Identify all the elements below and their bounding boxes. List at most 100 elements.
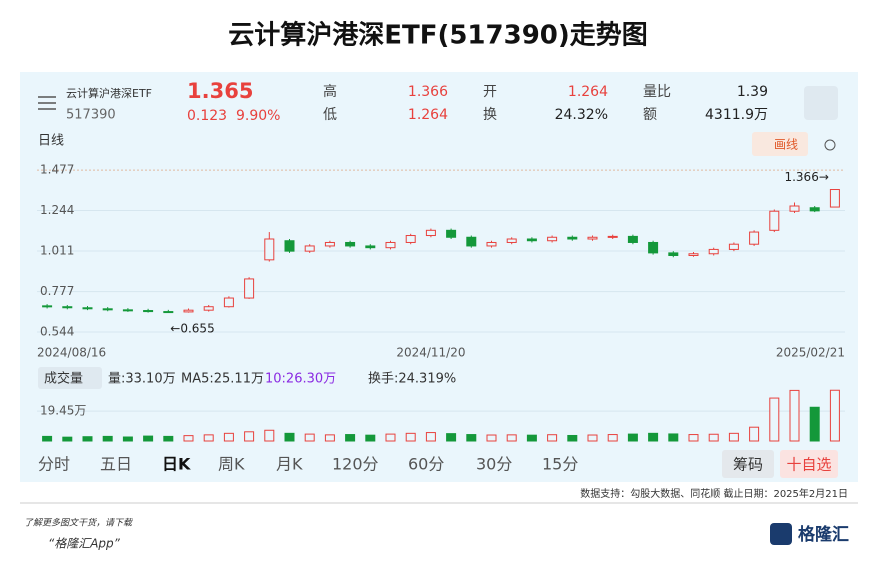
candle-body [183,309,194,313]
x-tick-label: 2024/11/20 [396,346,465,360]
candle-body [425,229,436,237]
settings-icon[interactable] [824,139,836,151]
max-annotation: 1.366→ [784,170,828,184]
app-name: “格隆汇App” [48,537,121,551]
volume-info: 换手:24.319% [368,372,456,387]
period-tab[interactable]: 分时 [38,455,70,474]
volume-bar [284,432,295,442]
candle-body [405,235,416,243]
chips-label: 筹码 [733,456,763,474]
volume-bar [223,432,234,442]
volume-bar [82,436,93,442]
watchlist-button[interactable] [780,450,838,478]
period-tab[interactable]: 日K [162,455,191,474]
candle-body [122,309,133,312]
field-label: 开 [483,84,497,100]
volume-bar [163,435,174,442]
candle-body [708,248,719,255]
volume-bar [102,435,113,442]
period-tab[interactable]: 月K [276,455,303,474]
field-value: 24.32% [555,107,608,123]
field-value: 1.366 [408,84,448,100]
candle-body [526,238,537,242]
volume-bar [425,432,436,442]
volume-bar [648,432,659,442]
device-button[interactable] [804,86,838,120]
volume-bar [688,434,699,442]
volume-bar [809,406,820,442]
candle-body [304,245,315,252]
volume-bar [668,433,679,442]
volume-bar [122,436,133,442]
volume-bar [587,434,598,442]
volume-bar [829,389,840,442]
candle-body [587,236,598,240]
menu-icon[interactable] [38,96,56,110]
volume-tick-label: 19.45万 [40,404,86,418]
volume-bar [607,434,618,442]
candle-body [688,253,699,256]
price: 1.365 [187,79,253,103]
volume-bar [567,434,578,442]
candle-body [648,241,659,254]
candle-body [223,297,234,308]
volume-bar [143,435,154,442]
volume-bar [466,434,477,442]
candle-body [728,243,739,250]
field-value: 1.264 [408,107,448,123]
title: 云计算沪港深ETF(517390)走势图 [228,20,648,51]
volume-selector[interactable] [38,367,102,389]
volume-bar [789,389,800,442]
change: 0.123 [187,108,227,124]
candle-body [789,205,800,212]
candle-body [163,311,174,314]
field-label: 换 [483,106,497,123]
period-tab[interactable]: 15分 [542,455,578,474]
candle-body [324,241,335,247]
candle-body [244,278,255,299]
volume-bar [183,435,194,442]
period-tab[interactable]: 五日 [100,455,132,474]
volume-bar [385,433,396,442]
volume-bar [264,429,275,442]
promo: 了解更多图文干货，请下载 [24,518,133,529]
candle-body [486,241,497,247]
candle-body [203,306,214,311]
volume-bar [345,434,356,442]
volume-bar [627,433,638,442]
volume-bar [405,432,416,442]
change-pct: 9.90% [236,108,280,124]
volume-bar [506,434,517,442]
candle-body [284,240,295,252]
y-tick-label: 1.011 [40,243,74,257]
volume-bar [769,397,780,442]
candle-body [749,231,760,245]
period: 日线 [38,134,64,149]
chips-button[interactable] [722,450,774,478]
volume-info: 10:26.30万 [265,372,336,387]
volume-bar [203,434,214,442]
candle-body [466,236,477,247]
y-tick-label: 1.244 [40,203,74,217]
candle-body [345,241,356,247]
candle-body [567,236,578,240]
field-label: 低 [323,107,337,123]
period-tab[interactable]: 60分 [408,455,444,474]
candle-body [829,189,840,208]
period-tab[interactable]: 30分 [476,455,512,474]
candle-body [446,229,457,238]
volume-info: 量:33.10万 [108,372,176,387]
candle-body [506,238,517,243]
draw-button-label: 画线 [774,138,798,152]
x-tick-label: 2025/02/21 [776,346,845,360]
candle-body [627,235,638,243]
period-tab[interactable]: 120分 [332,455,379,474]
y-tick-label: 0.777 [40,284,74,298]
field-value: 1.264 [568,84,608,100]
volume-bar [749,426,760,442]
candle-body [385,241,396,249]
draw-button[interactable] [752,132,808,156]
volume-bar [547,434,558,442]
period-tab[interactable]: 周K [218,455,245,474]
